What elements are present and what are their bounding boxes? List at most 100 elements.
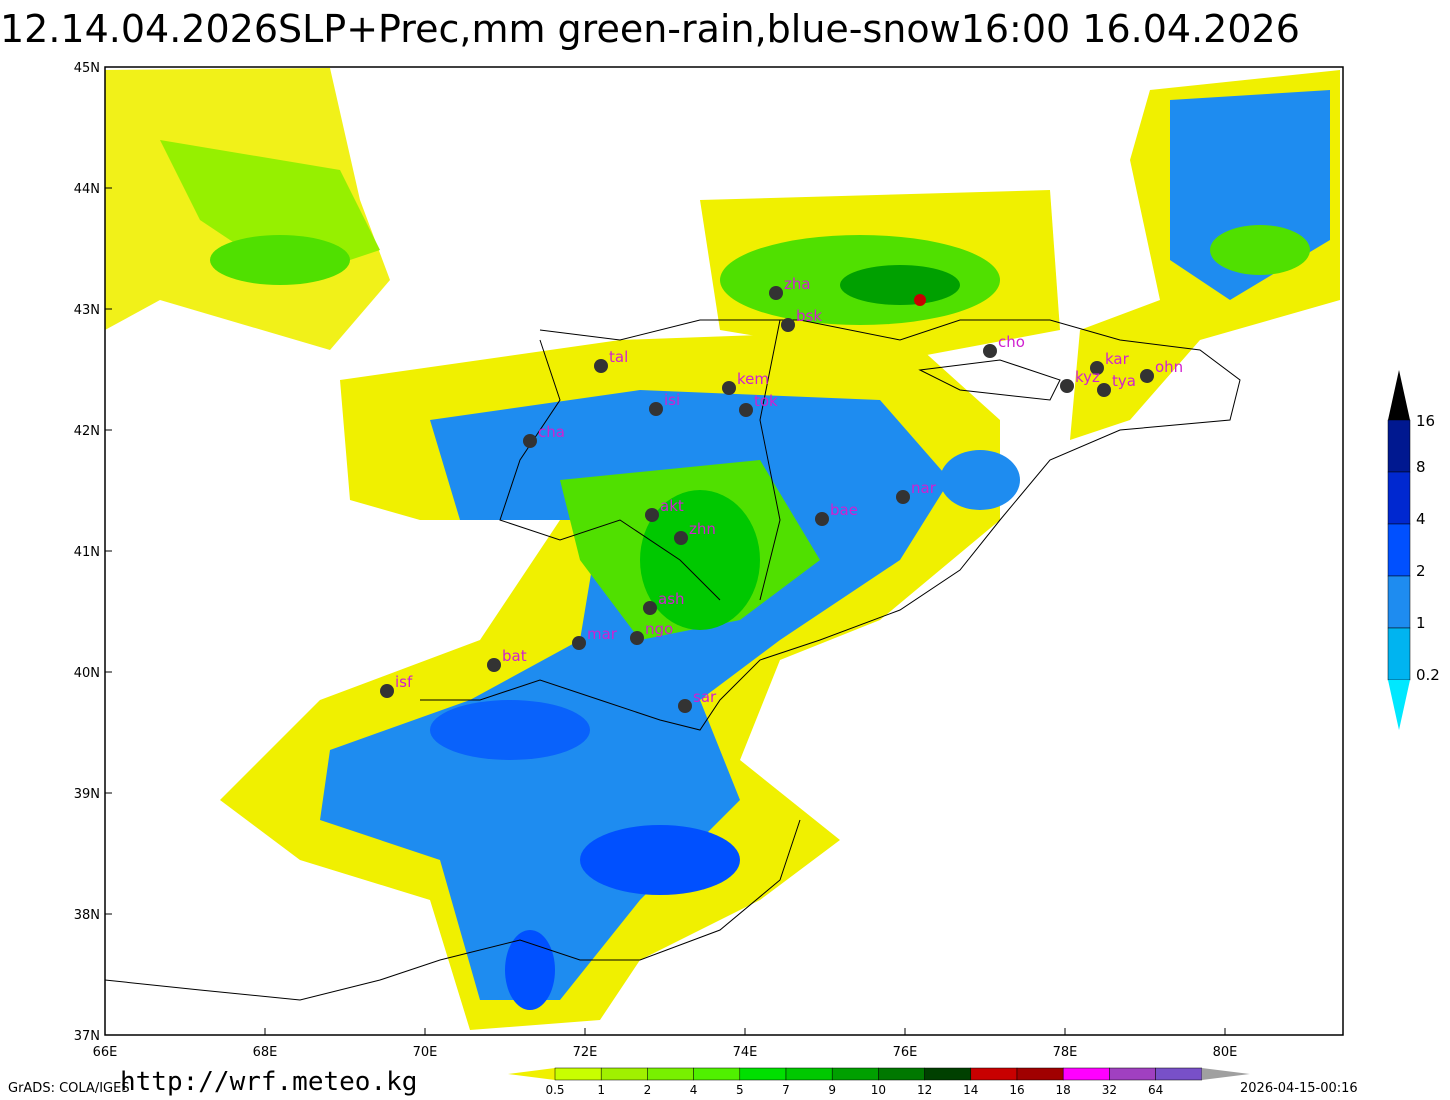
precip-field bbox=[105, 68, 1340, 1030]
rain-scale-label: 12 bbox=[917, 1083, 932, 1097]
colorbar-cell bbox=[739, 1067, 787, 1081]
station-dot bbox=[630, 631, 644, 645]
station-label: ohn bbox=[1155, 358, 1183, 376]
colorbar-cell bbox=[1155, 1067, 1203, 1081]
lon-label: 72E bbox=[573, 1045, 598, 1060]
rain-scale-label: 16 bbox=[1009, 1083, 1024, 1097]
rain-scale-label: 32 bbox=[1102, 1083, 1117, 1097]
colorbar-cap bbox=[508, 1068, 555, 1080]
station-dot bbox=[722, 381, 736, 395]
station-dot bbox=[649, 402, 663, 416]
station-label: ash bbox=[658, 590, 685, 608]
colorbar-cell bbox=[878, 1067, 925, 1081]
colorbar-cell bbox=[554, 1067, 602, 1081]
snow-scale-label: 16 bbox=[1416, 412, 1435, 430]
rain-scale-label: 2 bbox=[644, 1083, 652, 1097]
station-label: sar bbox=[693, 688, 717, 706]
credit: GrADS: COLA/IGES bbox=[8, 1081, 130, 1096]
lat-label: 45N bbox=[74, 61, 100, 76]
lat-label: 38N bbox=[74, 908, 100, 923]
snow-scale-label: 8 bbox=[1416, 458, 1426, 476]
lon-label: 68E bbox=[253, 1045, 278, 1060]
station-label: zhn bbox=[689, 520, 716, 538]
colorbar-cell bbox=[600, 1067, 648, 1081]
station-dot bbox=[983, 344, 997, 358]
station-label: ngo bbox=[645, 620, 673, 638]
colorbar-cell bbox=[1387, 523, 1411, 577]
station-label: isf bbox=[395, 673, 413, 691]
station-label: kem bbox=[737, 370, 769, 388]
lon-label: 78E bbox=[1053, 1045, 1078, 1060]
station-label: tal bbox=[609, 348, 628, 366]
station-dot bbox=[594, 359, 608, 373]
station-dot bbox=[523, 434, 537, 448]
lon-label: 80E bbox=[1213, 1045, 1238, 1060]
station-dot bbox=[896, 490, 910, 504]
lat-label: 42N bbox=[74, 424, 100, 439]
rain-scale-label: 18 bbox=[1056, 1083, 1071, 1097]
snow-scale-label: 2 bbox=[1416, 562, 1426, 580]
station-label: kar bbox=[1105, 350, 1130, 368]
colorbar-cell bbox=[1387, 627, 1411, 681]
station-label: tok bbox=[754, 392, 778, 410]
station-dot bbox=[380, 684, 394, 698]
station-label: bat bbox=[502, 647, 527, 665]
station-dot bbox=[1060, 379, 1074, 393]
borders bbox=[104, 319, 1241, 1001]
station-label: bsk bbox=[796, 307, 822, 325]
rain-scale-label: 7 bbox=[782, 1083, 790, 1097]
station-dot bbox=[815, 512, 829, 526]
colorbar-cell bbox=[1387, 471, 1411, 525]
rain-scale-label: 4 bbox=[690, 1083, 698, 1097]
station-label: kyz bbox=[1075, 368, 1100, 386]
colorbar-cell bbox=[1016, 1067, 1064, 1081]
lon-label: 66E bbox=[93, 1045, 118, 1060]
timestamp: 2026-04-15-00:16 bbox=[1240, 1081, 1358, 1096]
lon-label: 74E bbox=[733, 1045, 758, 1060]
snow-scale-label: 4 bbox=[1416, 510, 1426, 528]
rain-scale-label: 9 bbox=[828, 1083, 836, 1097]
colorbar-cap bbox=[1388, 370, 1410, 420]
colorbar-cell bbox=[785, 1067, 833, 1081]
station-dot bbox=[572, 636, 586, 650]
map-title: 12.14.04.2026SLP+Prec,mm green-rain,blue… bbox=[0, 7, 1300, 51]
station-label: zha bbox=[784, 275, 811, 293]
lat-label: 41N bbox=[74, 545, 100, 560]
rain-scale-label: 0.5 bbox=[545, 1083, 564, 1097]
rain-scale-label: 1 bbox=[597, 1083, 605, 1097]
rain-scale-label: 64 bbox=[1148, 1083, 1163, 1097]
lon-label: 70E bbox=[413, 1045, 438, 1060]
station-label: tya bbox=[1112, 372, 1136, 390]
station-dot bbox=[487, 658, 501, 672]
rain-scale-label: 14 bbox=[963, 1083, 978, 1097]
colorbar-cell bbox=[831, 1067, 879, 1081]
lat-label: 44N bbox=[74, 182, 100, 197]
colorbar-cell bbox=[1109, 1067, 1156, 1081]
colorbar-cell bbox=[1387, 419, 1411, 473]
station-dot bbox=[643, 601, 657, 615]
rain-scale-label: 5 bbox=[736, 1083, 744, 1097]
lat-label: 43N bbox=[74, 303, 100, 318]
station-label: mar bbox=[587, 625, 618, 643]
colorbar-cell bbox=[647, 1067, 694, 1081]
colorbar-cell bbox=[970, 1067, 1018, 1081]
station-dot bbox=[678, 699, 692, 713]
url: http://wrf.meteo.kg bbox=[120, 1067, 417, 1097]
colorbar-cap bbox=[1388, 680, 1410, 730]
station-dot bbox=[645, 508, 659, 522]
lat-label: 39N bbox=[74, 787, 100, 802]
rain-scale-label: 10 bbox=[871, 1083, 886, 1097]
station-label: akt bbox=[660, 497, 684, 515]
station-dot bbox=[674, 531, 688, 545]
station-dot bbox=[769, 286, 783, 300]
colorbar-cap bbox=[1201, 1068, 1250, 1080]
lon-label: 76E bbox=[893, 1045, 918, 1060]
station-label: isi bbox=[664, 391, 680, 409]
station-label: cho bbox=[998, 333, 1025, 351]
station-label: nar bbox=[911, 479, 937, 497]
station-dot bbox=[1097, 383, 1111, 397]
station-dot bbox=[781, 318, 795, 332]
station-dot bbox=[739, 403, 753, 417]
lat-label: 37N bbox=[74, 1029, 100, 1044]
